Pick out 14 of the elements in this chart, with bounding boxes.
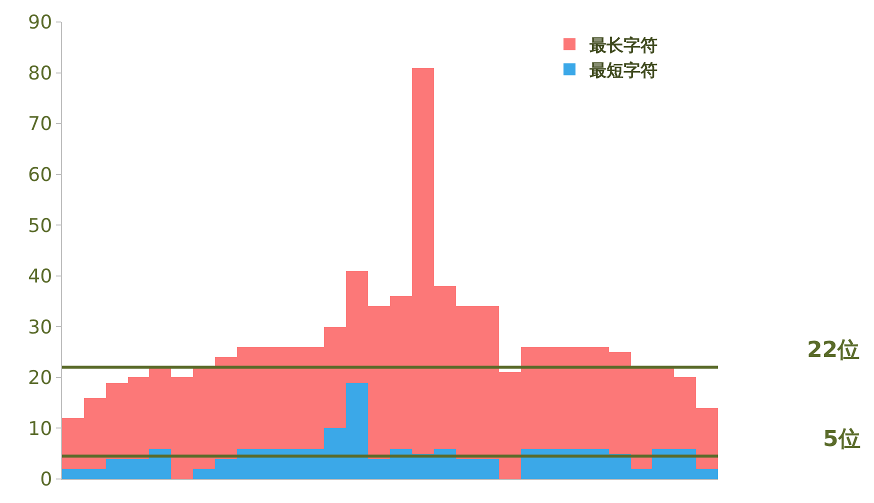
y-tick-label: 40: [28, 266, 52, 288]
ref-line-label: 22位: [807, 338, 860, 363]
y-tick-label: 50: [28, 214, 52, 237]
y-tick-label: 30: [28, 316, 52, 338]
y-tick-label: 10: [28, 418, 52, 440]
y-tick-label: 0: [40, 468, 52, 491]
legend-label: 最长字符: [588, 36, 658, 56]
y-tick-label: 80: [28, 62, 52, 84]
y-tick-label: 90: [28, 12, 52, 34]
y-tick-label: 70: [28, 113, 52, 136]
legend-label: 最短字符: [588, 60, 658, 81]
y-tick-label: 60: [28, 164, 52, 186]
ref-line-label: 5位: [823, 427, 860, 452]
y-tick-label: 20: [28, 367, 52, 390]
